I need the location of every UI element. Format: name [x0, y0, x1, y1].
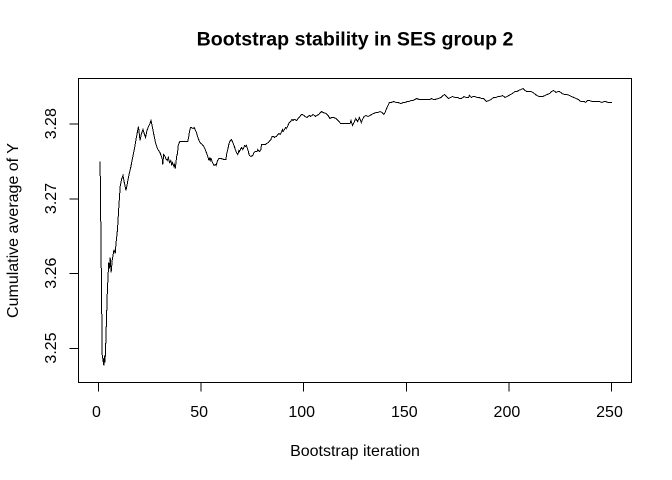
svg-text:3.26: 3.26	[43, 258, 60, 289]
svg-text:150: 150	[391, 404, 418, 421]
svg-text:0: 0	[92, 404, 101, 421]
svg-text:3.27: 3.27	[43, 183, 60, 214]
svg-text:3.25: 3.25	[43, 332, 60, 363]
svg-text:200: 200	[494, 404, 521, 421]
svg-text:Bootstrap stability in SES gro: Bootstrap stability in SES group 2	[197, 29, 514, 51]
svg-text:100: 100	[288, 404, 315, 421]
svg-text:Bootstrap iteration: Bootstrap iteration	[290, 443, 420, 460]
svg-text:Cumulative average of Y: Cumulative average of Y	[5, 143, 22, 318]
svg-text:50: 50	[190, 404, 208, 421]
svg-text:250: 250	[596, 404, 623, 421]
svg-text:3.28: 3.28	[43, 108, 60, 139]
